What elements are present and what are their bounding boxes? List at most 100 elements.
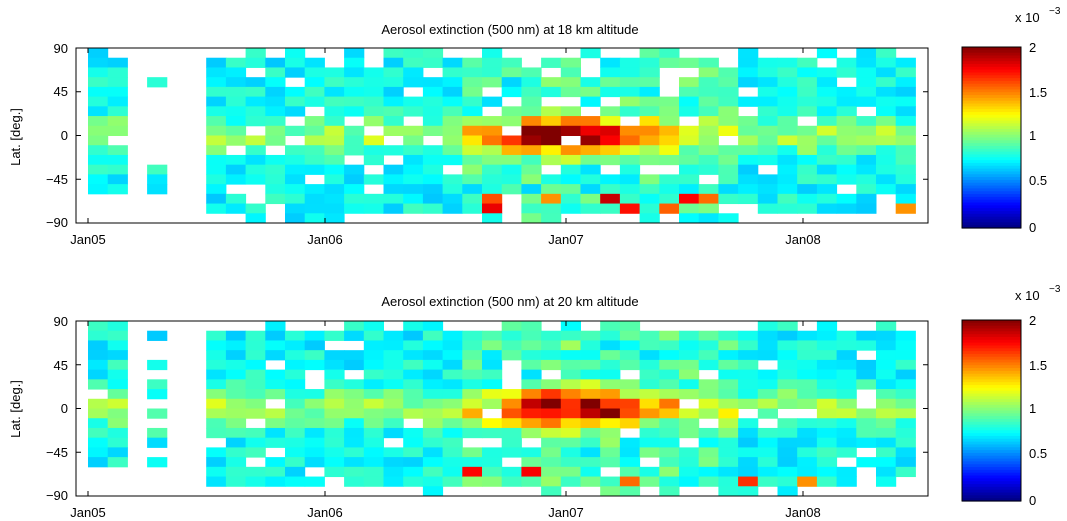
heatmap-cell bbox=[619, 193, 641, 205]
colorbar-segment bbox=[962, 112, 1021, 116]
heatmap-cell bbox=[265, 125, 286, 136]
heatmap-cell bbox=[797, 145, 818, 156]
heatmap-cell bbox=[816, 321, 838, 332]
heatmap-cell bbox=[738, 340, 759, 351]
heatmap-cell bbox=[698, 193, 719, 205]
heatmap-cell bbox=[265, 116, 286, 127]
heatmap-cell bbox=[422, 125, 444, 136]
heatmap-cell bbox=[816, 77, 838, 88]
heatmap-cell bbox=[383, 389, 404, 400]
heatmap-cell bbox=[265, 154, 286, 166]
heatmap-cell bbox=[541, 106, 562, 117]
heatmap-cell bbox=[541, 457, 562, 468]
heatmap-cells bbox=[88, 48, 916, 224]
colorbar-segment bbox=[962, 435, 1021, 440]
heatmap-cell bbox=[304, 437, 325, 448]
heatmap-cells bbox=[88, 321, 916, 497]
heatmap-cell bbox=[403, 427, 424, 439]
heatmap-cell bbox=[895, 106, 916, 117]
heatmap-cell bbox=[856, 193, 877, 205]
heatmap-cell bbox=[659, 330, 680, 341]
heatmap-cell bbox=[895, 164, 916, 175]
heatmap-cell bbox=[422, 174, 444, 185]
heatmap-cell bbox=[501, 86, 522, 98]
heatmap-cell bbox=[521, 398, 542, 409]
colorbar-tick-label: 2 bbox=[1029, 313, 1036, 328]
heatmap-cell bbox=[836, 359, 857, 371]
heatmap-cell bbox=[777, 203, 798, 214]
heatmap-cell bbox=[422, 379, 444, 390]
heatmap-cell bbox=[422, 418, 444, 429]
heatmap-cell bbox=[797, 437, 818, 448]
heatmap-cell bbox=[462, 154, 483, 166]
heatmap-cell bbox=[442, 67, 463, 78]
heatmap-cell bbox=[304, 359, 325, 371]
heatmap-cell bbox=[245, 86, 266, 98]
heatmap-cell bbox=[639, 154, 660, 166]
heatmap-cell bbox=[836, 369, 857, 380]
heatmap-cell bbox=[403, 203, 424, 214]
heatmap-cell bbox=[422, 437, 444, 448]
colorbar-segment bbox=[962, 174, 1021, 178]
colorbar-segment bbox=[962, 407, 1021, 412]
heatmap-cell bbox=[797, 457, 818, 468]
heatmap-cell bbox=[600, 174, 621, 185]
heatmap-cell bbox=[698, 57, 719, 68]
heatmap-cell bbox=[422, 86, 444, 98]
heatmap-cell bbox=[560, 193, 581, 205]
heatmap-cell bbox=[304, 418, 325, 429]
heatmap-cell bbox=[265, 77, 286, 88]
heatmap-cell bbox=[225, 77, 247, 88]
heatmap-cell bbox=[718, 437, 739, 448]
heatmap-cell bbox=[206, 164, 227, 175]
heatmap-cell bbox=[738, 350, 759, 361]
colorbar-segment bbox=[962, 458, 1021, 463]
heatmap-cell bbox=[285, 184, 306, 195]
heatmap-cell bbox=[304, 203, 325, 214]
heatmap-cell bbox=[876, 418, 897, 429]
heatmap-cell bbox=[482, 135, 503, 146]
heatmap-cell bbox=[206, 67, 227, 78]
heatmap-cell bbox=[206, 466, 227, 478]
heatmap-cell bbox=[679, 457, 700, 468]
heatmap-cell bbox=[836, 86, 857, 98]
heatmap-cell bbox=[856, 379, 877, 390]
heatmap-cell bbox=[895, 447, 916, 458]
heatmap-cell bbox=[876, 77, 897, 88]
heatmap-cell bbox=[383, 125, 404, 136]
heatmap-cell bbox=[324, 164, 345, 175]
colorbar-segment bbox=[962, 334, 1021, 338]
colorbar-segment bbox=[962, 492, 1021, 496]
heatmap-cell bbox=[245, 203, 266, 214]
heatmap-cell bbox=[206, 408, 227, 419]
heatmap-cell bbox=[482, 379, 503, 390]
heatmap-cell bbox=[895, 116, 916, 127]
heatmap-cell bbox=[757, 350, 778, 361]
heatmap-cell bbox=[422, 96, 444, 107]
heatmap-cell bbox=[718, 164, 739, 175]
heatmap-cell bbox=[521, 106, 542, 117]
heatmap-cell bbox=[344, 457, 365, 468]
heatmap-cell bbox=[442, 359, 463, 371]
heatmap-cell bbox=[895, 340, 916, 351]
heatmap-cell bbox=[462, 125, 483, 136]
heatmap-cell bbox=[422, 476, 444, 487]
heatmap-cell bbox=[383, 48, 404, 59]
colorbar-segment bbox=[962, 151, 1021, 156]
heatmap-cell bbox=[895, 437, 916, 448]
heatmap-cell bbox=[245, 77, 266, 88]
colorbar-segment bbox=[962, 196, 1021, 201]
colorbar-tick-label: 0 bbox=[1029, 493, 1036, 508]
heatmap-cell bbox=[245, 96, 266, 107]
heatmap-cell bbox=[718, 174, 739, 185]
heatmap-cell bbox=[107, 350, 128, 361]
heatmap-cell bbox=[285, 48, 306, 59]
heatmap-cell bbox=[225, 86, 247, 98]
heatmap-cell bbox=[107, 86, 128, 98]
heatmap-cell bbox=[619, 340, 641, 351]
heatmap-cell bbox=[147, 427, 168, 439]
heatmap-cell bbox=[403, 164, 424, 175]
heatmap-cell bbox=[679, 369, 700, 380]
heatmap-cell bbox=[147, 359, 168, 371]
heatmap-cell bbox=[363, 203, 384, 214]
